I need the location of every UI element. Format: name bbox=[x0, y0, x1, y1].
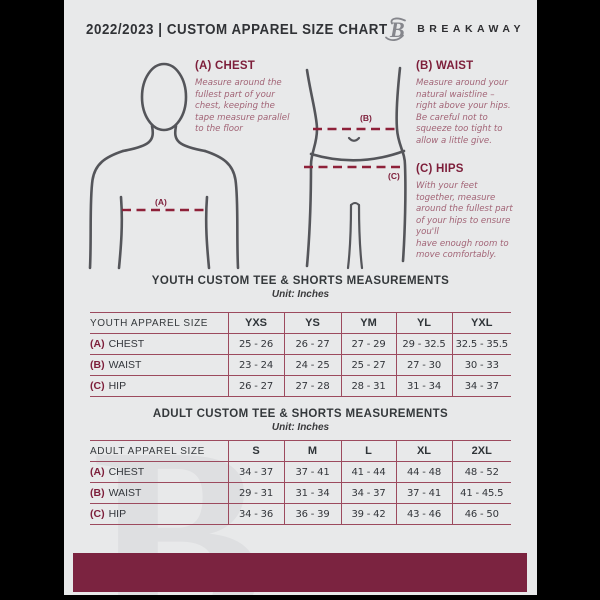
size-header-2xl: 2XL bbox=[451, 440, 511, 462]
cell-value: 24 - 25 bbox=[283, 354, 341, 376]
chest-heading: (A) CHEST bbox=[195, 60, 255, 72]
adult-waist-row: (B) WAIST 29 - 31 31 - 34 34 - 37 37 - 41… bbox=[90, 482, 511, 504]
cell-value: 27 - 29 bbox=[340, 333, 396, 355]
measurement-diagrams bbox=[88, 62, 407, 270]
cell-value: 27 - 28 bbox=[283, 375, 341, 397]
youth-size-col-header: YOUTH APPAREL SIZE bbox=[90, 317, 209, 329]
cell-value: 29 - 31 bbox=[227, 482, 284, 504]
adult-size-table: ADULT APPAREL SIZE S M L XL 2XL (A) CHEST… bbox=[90, 440, 511, 525]
adult-hip-row: (C) HIP 34 - 36 36 - 39 39 - 42 43 - 46 4… bbox=[90, 503, 511, 525]
row-key: (C) bbox=[90, 508, 105, 520]
adult-size-col-header: ADULT APPAREL SIZE bbox=[90, 445, 205, 457]
youth-section-title: YOUTH CUSTOM TEE & SHORTS MEASUREMENTS bbox=[151, 275, 450, 287]
cell-value: 32.5 - 35.5 bbox=[451, 333, 511, 355]
hips-line-label: (C) bbox=[388, 171, 400, 181]
adult-chest-row: (A) CHEST 34 - 37 37 - 41 41 - 44 44 - 48… bbox=[90, 461, 511, 483]
size-header-yl: YL bbox=[395, 312, 452, 334]
cell-value: 34 - 37 bbox=[340, 482, 396, 504]
cell-value: 26 - 27 bbox=[283, 333, 341, 355]
row-label: CHEST bbox=[108, 338, 145, 350]
row-label: WAIST bbox=[108, 359, 142, 371]
youth-chest-row: (A) CHEST 25 - 26 26 - 27 27 - 29 29 - 32… bbox=[90, 333, 511, 355]
row-key: (C) bbox=[90, 380, 105, 392]
cell-value: 25 - 27 bbox=[340, 354, 396, 376]
row-key: (B) bbox=[90, 359, 105, 371]
row-label: HIP bbox=[108, 380, 127, 392]
chest-instructions: (A) CHEST Measure around the fullest par… bbox=[195, 60, 303, 136]
size-header-yxs: YXS bbox=[227, 312, 284, 334]
chest-line-label: (A) bbox=[155, 197, 167, 207]
svg-text:B: B bbox=[389, 17, 405, 42]
cell-value: 25 - 26 bbox=[227, 333, 284, 355]
size-header-s: S bbox=[227, 440, 284, 462]
cell-value: 31 - 34 bbox=[283, 482, 341, 504]
youth-unit-label: Unit: Inches bbox=[271, 289, 330, 300]
brand-name: BREAKAWAY bbox=[417, 23, 525, 35]
footer-accent-bar bbox=[73, 553, 527, 592]
waist-line-label: (B) bbox=[360, 113, 372, 123]
cell-value: 36 - 39 bbox=[283, 503, 341, 525]
cell-value: 37 - 41 bbox=[283, 461, 341, 483]
size-header-ym: YM bbox=[340, 312, 396, 334]
waist-instructions: (B) WAIST Measure around your natural wa… bbox=[416, 60, 530, 147]
youth-header-row: YOUTH APPAREL SIZE YXS YS YM YL YXL bbox=[90, 312, 511, 334]
chest-body-text: Measure around the fullest part of your … bbox=[195, 78, 290, 134]
waist-heading: (B) WAIST bbox=[416, 60, 474, 72]
cell-value: 34 - 36 bbox=[227, 503, 284, 525]
adult-section-title: ADULT CUSTOM TEE & SHORTS MEASUREMENTS bbox=[152, 408, 449, 420]
youth-hip-row: (C) HIP 26 - 27 27 - 28 28 - 31 31 - 34 3… bbox=[90, 375, 511, 397]
cell-value: 29 - 32.5 bbox=[395, 333, 452, 355]
cell-value: 34 - 37 bbox=[451, 375, 511, 397]
breakaway-logo-icon: B bbox=[385, 17, 407, 42]
size-header-m: M bbox=[283, 440, 341, 462]
cell-value: 34 - 37 bbox=[227, 461, 284, 483]
row-label: HIP bbox=[108, 508, 127, 520]
size-header-ys: YS bbox=[283, 312, 341, 334]
cell-value: 41 - 45.5 bbox=[451, 482, 511, 504]
brand-lockup: B BREAKAWAY bbox=[383, 16, 525, 42]
hips-heading: (C) HIPS bbox=[416, 163, 464, 175]
size-header-yxl: YXL bbox=[451, 312, 511, 334]
size-header-xl: XL bbox=[395, 440, 452, 462]
row-key: (A) bbox=[90, 466, 105, 478]
cell-value: 48 - 52 bbox=[451, 461, 511, 483]
cell-value: 26 - 27 bbox=[227, 375, 284, 397]
row-key: (A) bbox=[90, 338, 105, 350]
adult-header-row: ADULT APPAREL SIZE S M L XL 2XL bbox=[90, 440, 511, 462]
waist-body-text: Measure around your natural waistline – … bbox=[416, 78, 511, 146]
cell-value: 39 - 42 bbox=[340, 503, 396, 525]
hips-body-text: With your feet together, measure around … bbox=[416, 181, 513, 260]
row-label: WAIST bbox=[108, 487, 142, 499]
cell-value: 27 - 30 bbox=[395, 354, 452, 376]
adult-unit-label: Unit: Inches bbox=[271, 422, 330, 433]
row-key: (B) bbox=[90, 487, 105, 499]
cell-value: 46 - 50 bbox=[451, 503, 511, 525]
cell-value: 28 - 31 bbox=[340, 375, 396, 397]
youth-size-table: YOUTH APPAREL SIZE YXS YS YM YL YXL (A) C… bbox=[90, 312, 511, 397]
youth-waist-row: (B) WAIST 23 - 24 24 - 25 25 - 27 27 - 30… bbox=[90, 354, 511, 376]
cell-value: 41 - 44 bbox=[340, 461, 396, 483]
cell-value: 23 - 24 bbox=[227, 354, 284, 376]
page-title: 2022/2023 | CUSTOM APPAREL SIZE CHART bbox=[86, 22, 388, 38]
size-chart-page: B 2022/2023 | CUSTOM APPAREL SIZE CHART … bbox=[64, 0, 537, 595]
cell-value: 44 - 48 bbox=[395, 461, 452, 483]
row-label: CHEST bbox=[108, 466, 145, 478]
cell-value: 30 - 33 bbox=[451, 354, 511, 376]
size-header-l: L bbox=[340, 440, 396, 462]
figure-head bbox=[140, 62, 188, 132]
cell-value: 43 - 46 bbox=[395, 503, 452, 525]
cell-value: 37 - 41 bbox=[395, 482, 452, 504]
cell-value: 31 - 34 bbox=[395, 375, 452, 397]
hips-instructions: (C) HIPS With your feet together, measur… bbox=[416, 163, 536, 262]
